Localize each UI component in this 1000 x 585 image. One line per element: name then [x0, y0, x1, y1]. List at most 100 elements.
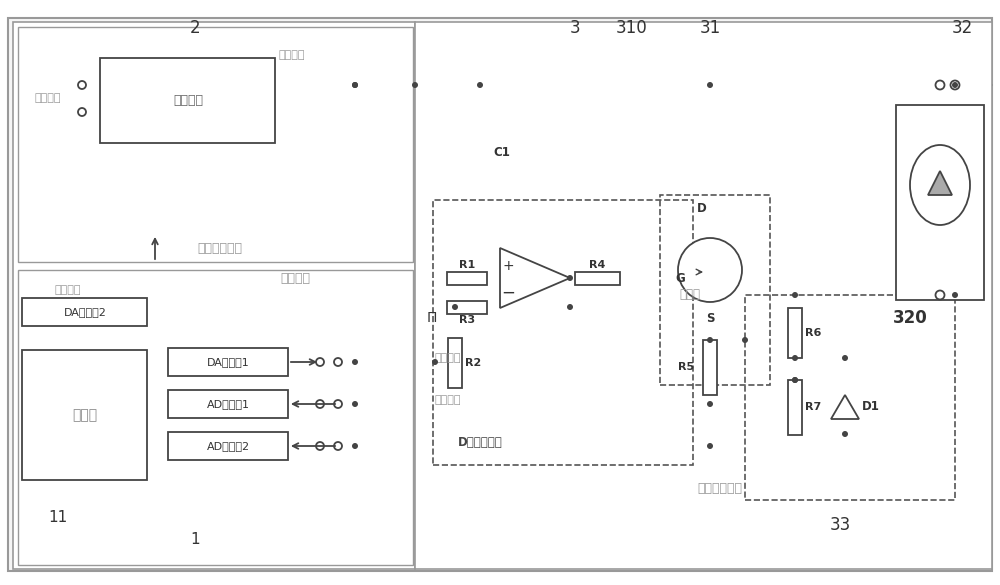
- Circle shape: [334, 358, 342, 366]
- Circle shape: [842, 431, 848, 437]
- Circle shape: [707, 337, 713, 343]
- Circle shape: [707, 82, 713, 88]
- Text: Π: Π: [427, 311, 437, 325]
- Bar: [448, 338, 462, 388]
- Circle shape: [936, 291, 944, 300]
- Text: 控制电路: 控制电路: [280, 271, 310, 284]
- Bar: [18, 27, 413, 262]
- Text: 电流设定: 电流设定: [435, 353, 461, 363]
- Text: 320: 320: [893, 309, 927, 327]
- Circle shape: [792, 377, 798, 383]
- Circle shape: [352, 401, 358, 407]
- Text: AD转换器1: AD转换器1: [207, 399, 250, 409]
- Text: D1: D1: [862, 401, 880, 414]
- Text: R5: R5: [678, 362, 694, 372]
- Text: C1: C1: [494, 146, 510, 159]
- Bar: [22, 298, 147, 326]
- Circle shape: [567, 304, 573, 310]
- Bar: [575, 272, 620, 285]
- Circle shape: [678, 238, 742, 302]
- Text: 31: 31: [699, 19, 721, 37]
- Text: R7: R7: [805, 402, 821, 412]
- Text: +: +: [502, 259, 514, 273]
- Bar: [660, 195, 770, 385]
- Text: −: −: [501, 284, 515, 302]
- Ellipse shape: [910, 145, 970, 225]
- Text: 单片机: 单片机: [72, 408, 98, 422]
- Text: 33: 33: [829, 516, 851, 534]
- Text: G: G: [675, 271, 685, 284]
- Circle shape: [952, 82, 958, 88]
- Bar: [13, 22, 415, 569]
- Text: 电压设定: 电压设定: [55, 285, 81, 295]
- Text: 电流控制电路: 电流控制电路: [698, 481, 742, 494]
- Text: 交流输入: 交流输入: [35, 93, 61, 103]
- Circle shape: [78, 81, 86, 89]
- Circle shape: [352, 82, 358, 88]
- Bar: [100, 58, 275, 143]
- Bar: [415, 22, 992, 569]
- Text: D极电压检测: D极电压检测: [458, 435, 502, 449]
- Bar: [168, 432, 288, 460]
- Text: DA转换器1: DA转换器1: [207, 357, 249, 367]
- Circle shape: [352, 443, 358, 449]
- Text: 电流检测: 电流检测: [435, 395, 461, 405]
- Circle shape: [707, 443, 713, 449]
- Circle shape: [477, 82, 483, 88]
- Circle shape: [316, 442, 324, 450]
- Text: 功率管: 功率管: [680, 288, 700, 301]
- Circle shape: [792, 377, 798, 383]
- Bar: [788, 380, 802, 435]
- Text: 3: 3: [570, 19, 580, 37]
- Bar: [18, 270, 413, 565]
- Text: 310: 310: [616, 19, 648, 37]
- Circle shape: [792, 292, 798, 298]
- Bar: [745, 295, 955, 500]
- Circle shape: [352, 82, 358, 88]
- Circle shape: [792, 355, 798, 361]
- Text: DA转换器2: DA转换器2: [64, 307, 106, 317]
- Circle shape: [567, 275, 573, 281]
- Circle shape: [334, 400, 342, 408]
- Text: R6: R6: [805, 328, 821, 338]
- Polygon shape: [928, 171, 952, 195]
- Circle shape: [352, 359, 358, 365]
- Circle shape: [842, 355, 848, 361]
- Circle shape: [452, 304, 458, 310]
- Text: 2: 2: [190, 19, 200, 37]
- Circle shape: [432, 359, 438, 365]
- Text: 32: 32: [951, 19, 973, 37]
- Text: R4: R4: [589, 260, 605, 270]
- Text: D: D: [697, 201, 707, 215]
- Bar: [703, 340, 717, 395]
- Text: R1: R1: [459, 260, 475, 270]
- Circle shape: [707, 401, 713, 407]
- Polygon shape: [500, 248, 570, 308]
- Circle shape: [952, 292, 958, 298]
- Bar: [788, 308, 802, 358]
- Circle shape: [78, 108, 86, 116]
- Text: 1: 1: [190, 532, 200, 548]
- Circle shape: [936, 81, 944, 90]
- Circle shape: [742, 337, 748, 343]
- Text: 开关电源: 开关电源: [173, 94, 203, 106]
- Bar: [433, 200, 693, 465]
- Bar: [447, 301, 487, 314]
- Bar: [168, 348, 288, 376]
- Circle shape: [334, 442, 342, 450]
- Text: R3: R3: [459, 315, 475, 325]
- Text: R2: R2: [465, 358, 481, 368]
- Bar: [896, 105, 984, 300]
- Text: S: S: [706, 311, 714, 325]
- Circle shape: [950, 81, 960, 90]
- Circle shape: [412, 82, 418, 88]
- Polygon shape: [831, 395, 859, 419]
- Text: 功率电源部分: 功率电源部分: [198, 242, 242, 254]
- Circle shape: [316, 400, 324, 408]
- Text: 电压输出: 电压输出: [279, 50, 305, 60]
- Text: AD转换器2: AD转换器2: [206, 441, 250, 451]
- Bar: [168, 390, 288, 418]
- Text: 11: 11: [48, 511, 68, 525]
- Circle shape: [316, 358, 324, 366]
- Bar: [447, 272, 487, 285]
